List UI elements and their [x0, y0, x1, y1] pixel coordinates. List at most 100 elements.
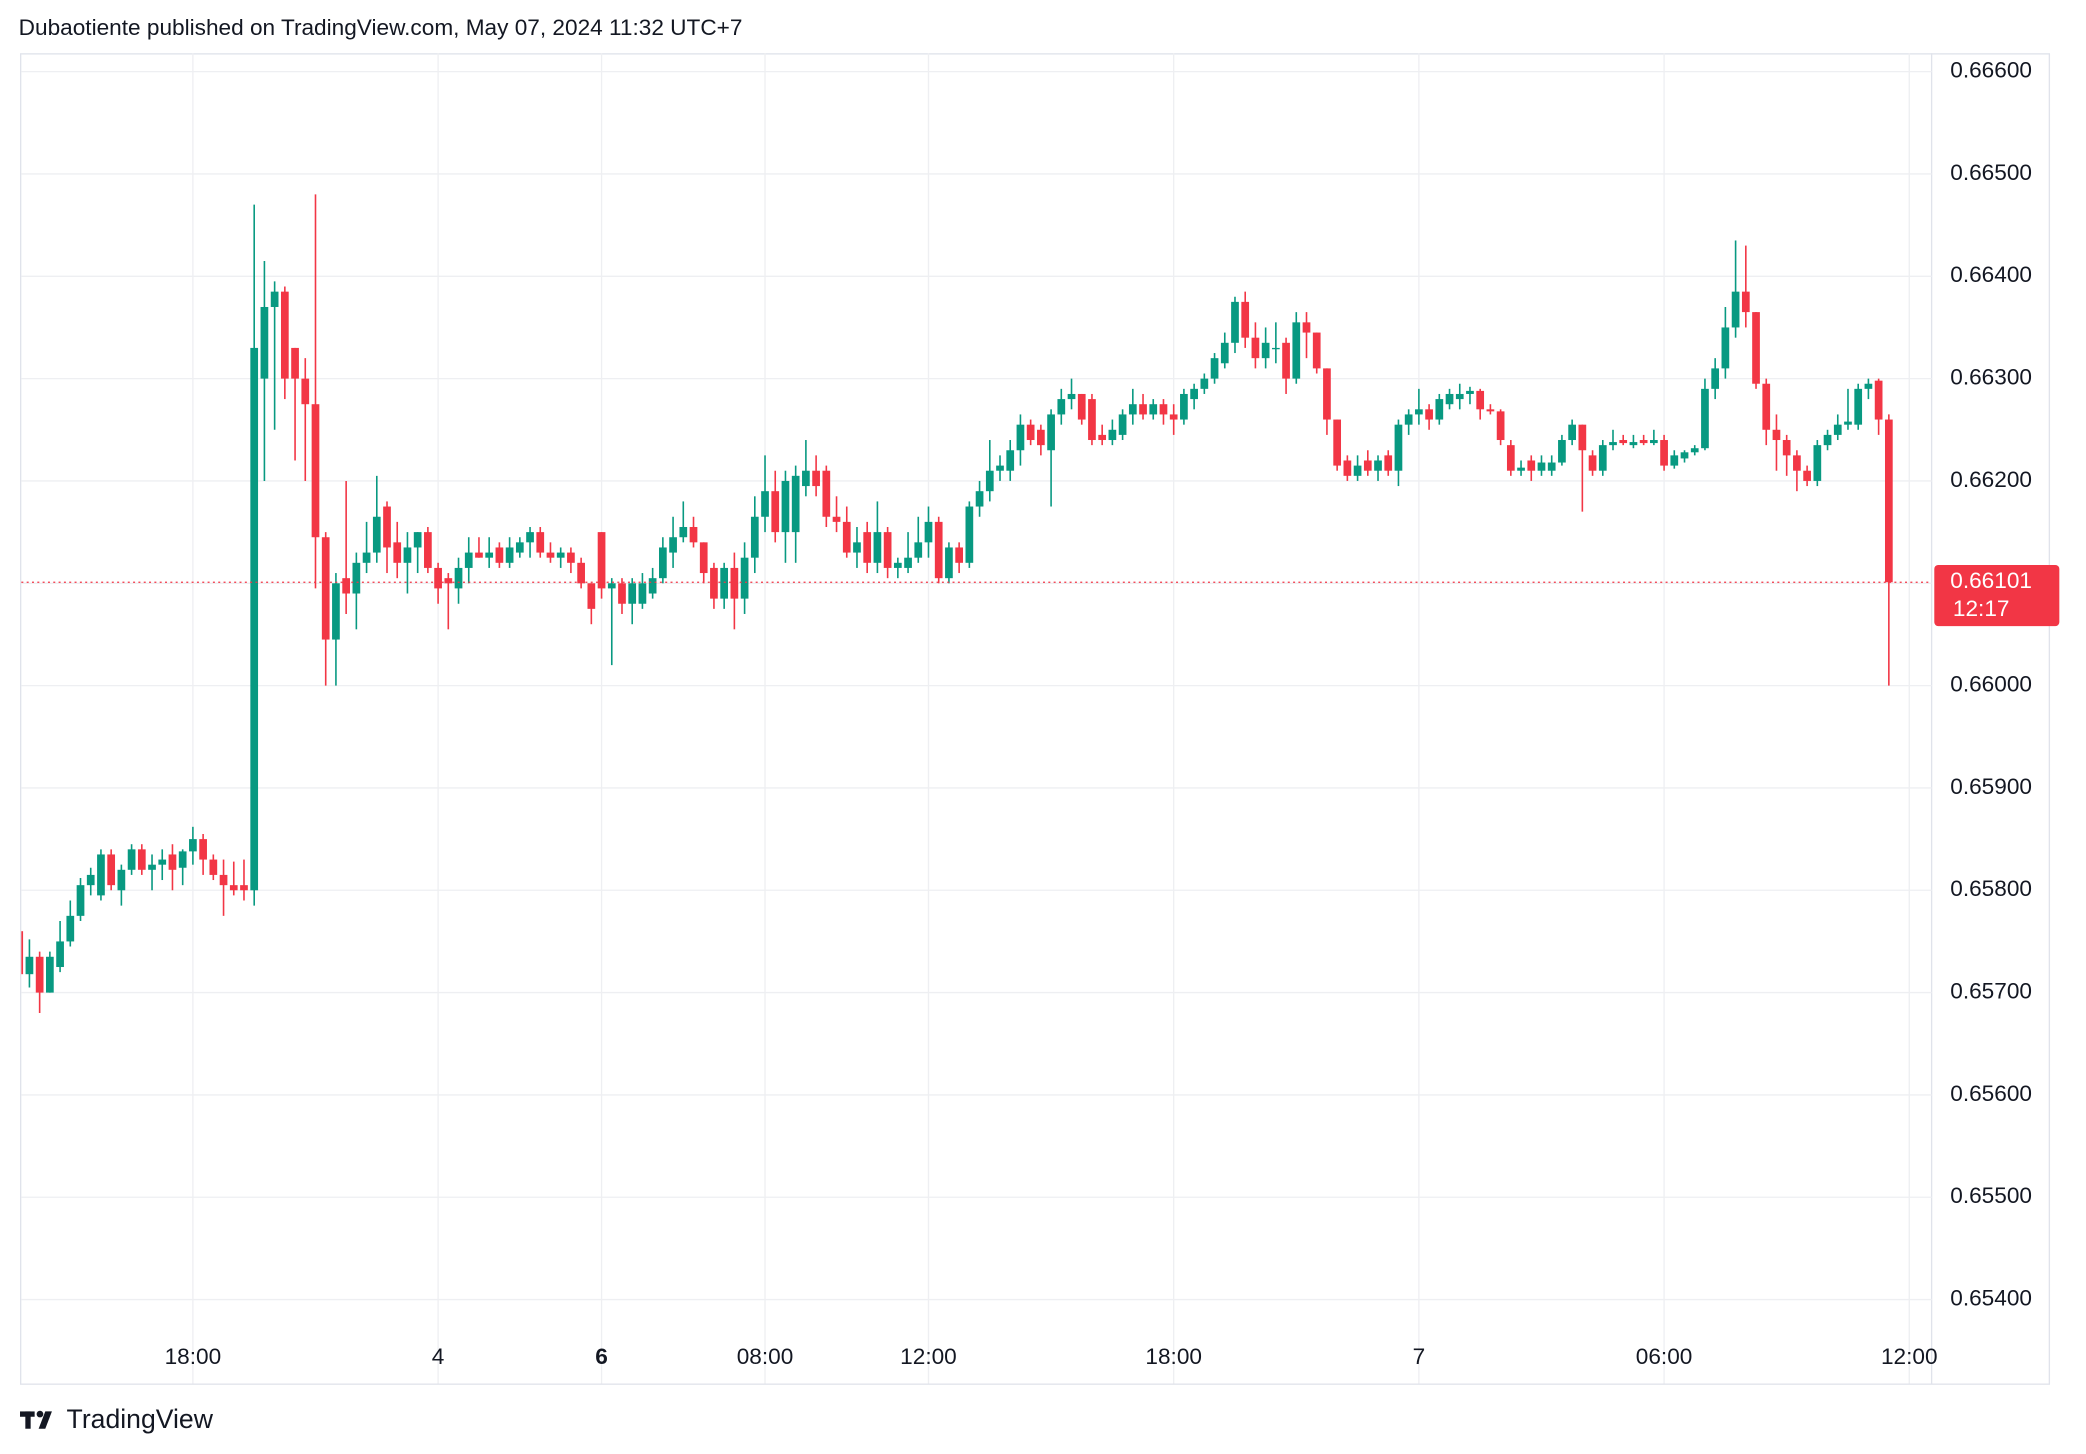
candle-body — [802, 470, 810, 487]
candle-body — [1312, 332, 1321, 369]
x-tick-label: 18:00 — [165, 1344, 222, 1369]
y-tick-label: 0.66000 — [1950, 672, 2032, 697]
candle-body — [485, 552, 494, 558]
candle-body — [1690, 448, 1699, 453]
candle-body — [1660, 440, 1668, 466]
candle-body — [761, 491, 769, 517]
x-tick-label: 12:00 — [1881, 1344, 1938, 1369]
candle-body — [1098, 434, 1107, 441]
y-tick-label: 0.65900 — [1950, 774, 2032, 799]
x-tick-label: 7 — [1413, 1344, 1426, 1369]
candle-body — [1558, 440, 1566, 463]
candle-body — [985, 470, 994, 492]
candle-body — [1037, 429, 1045, 446]
candle-body — [1261, 342, 1270, 359]
candle-body — [699, 542, 708, 574]
candle-body — [893, 562, 902, 568]
candle-body — [342, 578, 351, 594]
candle-body — [434, 567, 442, 589]
y-tick-label: 0.66300 — [1950, 365, 2032, 390]
y-tick-label: 0.66500 — [1950, 160, 2032, 185]
candle-body — [270, 291, 279, 307]
candle-body — [372, 516, 381, 553]
candle-body — [546, 552, 555, 558]
candle-body — [56, 941, 64, 968]
axes: 0.65400 0.65500 0.65600 0.65700 0.65800 0.659… — [21, 58, 2060, 1369]
candle-body — [1496, 411, 1505, 441]
candle-body — [597, 532, 606, 589]
y-tick-label: 0.66400 — [1950, 262, 2032, 287]
candle-body — [1088, 399, 1096, 441]
candle-body — [955, 547, 963, 563]
candle-body — [1854, 388, 1863, 425]
candle-body — [628, 583, 637, 604]
candle-body — [291, 347, 299, 379]
candle-body — [1374, 460, 1382, 471]
candle-body — [25, 956, 34, 975]
candle-body — [975, 491, 984, 507]
candle-body — [332, 583, 340, 640]
candle-body — [689, 526, 698, 543]
candle-body — [720, 567, 729, 599]
candle-body — [1108, 429, 1117, 441]
candle-body — [168, 854, 177, 870]
candle-body — [536, 532, 545, 553]
candle-body — [1823, 434, 1832, 446]
candle-body — [1302, 322, 1311, 333]
candle-body — [1813, 445, 1822, 481]
footer-brand: TradingView — [67, 1404, 214, 1434]
candle-body — [403, 547, 412, 563]
candle-body — [66, 915, 75, 942]
candle-body — [1874, 380, 1883, 420]
x-tick-label: 06:00 — [1636, 1344, 1693, 1369]
candle-body — [148, 864, 156, 870]
y-tick-label: 0.65700 — [1950, 979, 2032, 1004]
candle-body — [1190, 388, 1198, 400]
candle-body — [750, 516, 759, 558]
candle-body — [853, 542, 861, 553]
candle-body — [1455, 393, 1464, 400]
candle-body — [321, 537, 330, 640]
candle-body — [1404, 414, 1413, 425]
candle-body — [1241, 301, 1250, 338]
candle-body — [1118, 414, 1127, 435]
candle-body — [1057, 399, 1066, 415]
candle-body — [1231, 301, 1239, 343]
candle-body — [1670, 455, 1679, 466]
candle-body — [740, 557, 749, 599]
candle-body — [1598, 445, 1607, 471]
candle-body — [945, 547, 953, 579]
candle-body — [1159, 404, 1168, 415]
candle-body — [1251, 337, 1260, 359]
candle-body — [1292, 322, 1301, 379]
candle-body — [1282, 342, 1290, 379]
candle-body — [1435, 399, 1444, 420]
candle-body — [1026, 424, 1035, 441]
candle-body — [444, 578, 453, 584]
candle-body — [35, 956, 44, 993]
candle-body — [934, 521, 943, 579]
candle-body — [1394, 424, 1403, 471]
candle-body — [781, 480, 790, 533]
candle-body — [1721, 327, 1730, 369]
candle-body — [1884, 419, 1893, 583]
candle-body — [1006, 450, 1015, 471]
x-tick-label: 4 — [432, 1344, 445, 1369]
candle-body — [76, 885, 85, 916]
candle-body — [260, 306, 269, 379]
candle-body — [1271, 347, 1280, 350]
candle-body — [505, 547, 514, 563]
candle-body — [1506, 445, 1515, 471]
candle-body — [137, 849, 146, 870]
candle-body — [1200, 378, 1209, 389]
candle-body — [791, 475, 800, 533]
candle-body — [352, 562, 361, 594]
x-tick-label: 6 — [595, 1344, 608, 1369]
candle-body — [842, 521, 851, 553]
candle-body — [996, 465, 1004, 471]
y-tick-label: 0.66200 — [1950, 467, 2032, 492]
candle-body — [1639, 440, 1648, 444]
candle-body — [301, 378, 310, 405]
candle-body — [464, 552, 473, 568]
candle-body — [1445, 393, 1454, 405]
